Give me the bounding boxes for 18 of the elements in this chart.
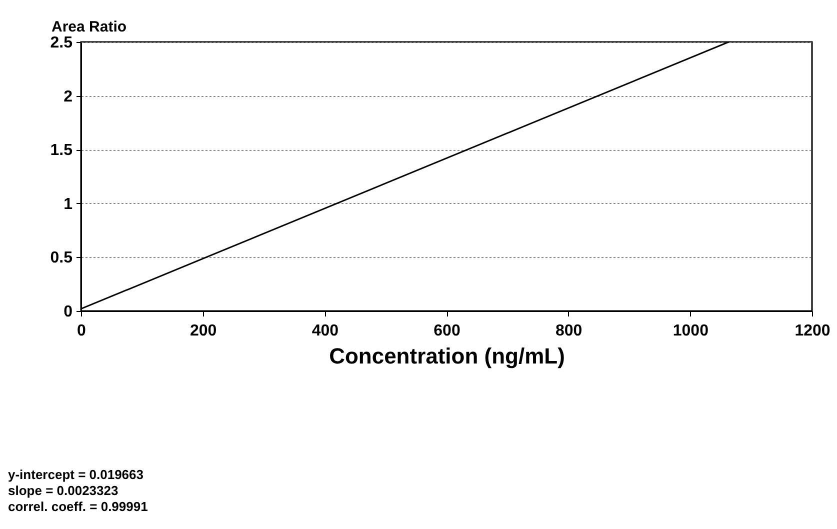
x-axis-title: Concentration (ng/mL) xyxy=(329,344,565,368)
x-tick-label: 400 xyxy=(312,322,339,340)
x-tick-label: 800 xyxy=(555,322,582,340)
y-tick-label: 1 xyxy=(64,196,73,213)
y-tick-label: 2.5 xyxy=(50,34,73,52)
x-tick-label: 1000 xyxy=(672,322,709,340)
y-tick-label: 0.5 xyxy=(50,250,73,267)
text: y-intercept = 0.019663 xyxy=(8,467,144,483)
text: correl. coeff. = 0.99991 xyxy=(8,499,148,515)
y-axis-title: Area Ratio xyxy=(52,18,127,36)
x-tick-label: 1200 xyxy=(794,322,830,340)
y-tick-label: 2 xyxy=(64,88,73,106)
text: slope = 0.0023323 xyxy=(8,483,120,499)
x-tick-label: 600 xyxy=(434,322,460,340)
x-tick-label: 200 xyxy=(190,322,217,340)
y-tick-label: 0 xyxy=(64,304,73,320)
y-tick-label: 1.5 xyxy=(50,142,73,160)
x-tick-label: 0 xyxy=(77,322,86,340)
